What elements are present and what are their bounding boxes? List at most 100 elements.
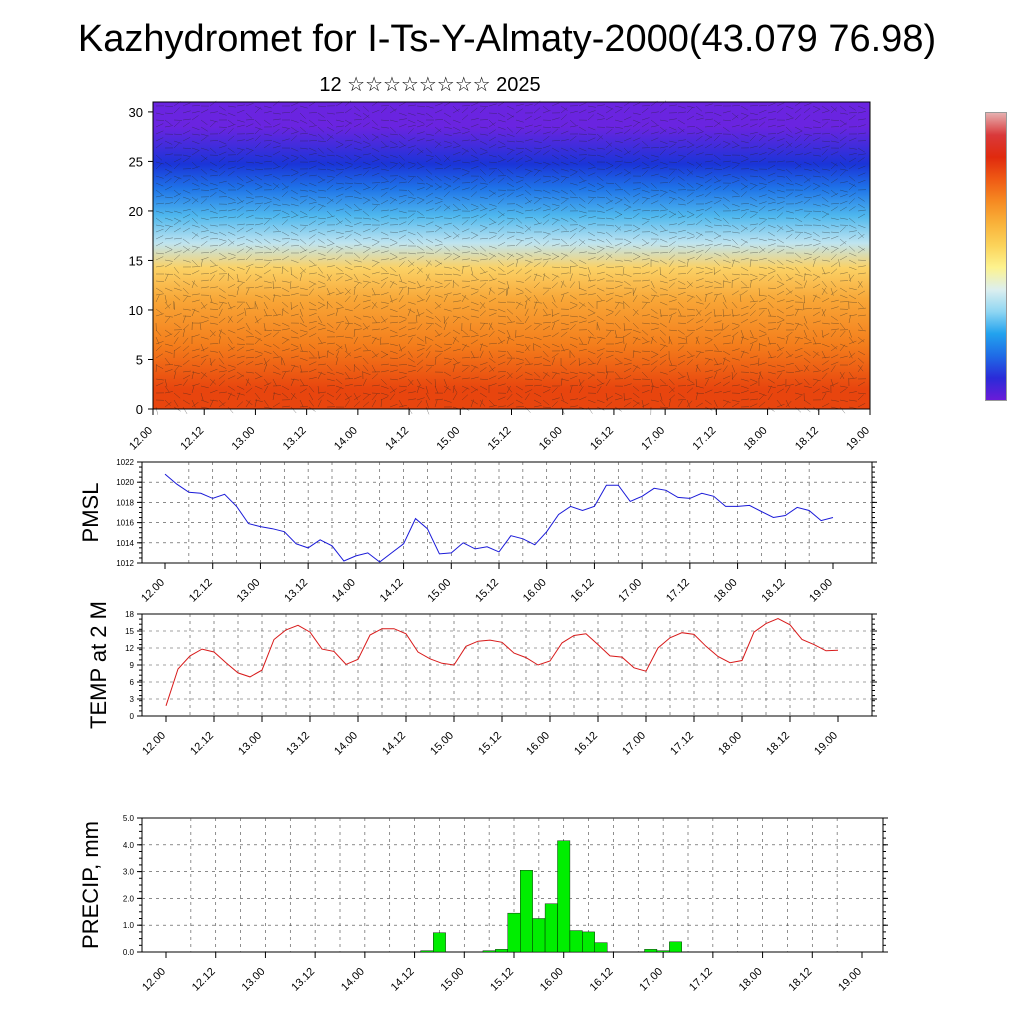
temp-x-tick-label: 17.00 bbox=[620, 730, 648, 758]
precip-bar bbox=[582, 931, 595, 953]
temp-y-tick-label: 9 bbox=[130, 661, 135, 670]
precip-bar bbox=[557, 840, 571, 953]
precip-bar bbox=[520, 870, 533, 953]
pmsl-x-tick-label: 17.12 bbox=[664, 577, 692, 605]
pmsl-x-tick-label: 18.12 bbox=[759, 577, 787, 605]
precip-x-tick-label: 16.00 bbox=[538, 966, 566, 994]
precip-bar bbox=[507, 912, 521, 953]
heatmap-y-tick-label: 20 bbox=[129, 204, 143, 219]
heatmap-x-tick-label: 17.00 bbox=[639, 425, 667, 453]
temp-x-tick-label: 13.12 bbox=[284, 730, 312, 758]
temp-y-tick-label: 15 bbox=[125, 627, 134, 636]
pmsl-x-tick-label: 14.12 bbox=[378, 577, 406, 605]
heatmap-y-tick-label: 15 bbox=[129, 253, 143, 268]
precip-y-tick-label: 0.0 bbox=[123, 948, 135, 957]
precip-y-tick-label: 5.0 bbox=[123, 814, 135, 823]
precip-x-tick-label: 15.00 bbox=[438, 966, 466, 994]
heatmap-x-tick-label: 16.12 bbox=[588, 425, 616, 453]
pmsl-y-tick-label: 1022 bbox=[116, 458, 134, 467]
pmsl-series-line bbox=[164, 473, 834, 563]
temp-x-tick-label: 12.12 bbox=[188, 730, 216, 758]
precip-bar bbox=[420, 950, 434, 953]
pmsl-x-tick-label: 12.12 bbox=[187, 577, 215, 605]
temp-x-tick-label: 13.00 bbox=[236, 730, 264, 758]
pmsl-x-tick-label: 14.00 bbox=[330, 577, 358, 605]
temp-x-tick-label: 12.00 bbox=[140, 730, 168, 758]
temp-x-tick-label: 18.00 bbox=[716, 730, 744, 758]
precip-bar bbox=[594, 942, 608, 953]
precip-x-tick-label: 14.00 bbox=[339, 966, 367, 994]
precip-x-tick-label: 18.12 bbox=[786, 966, 814, 994]
temp-y-tick-label: 18 bbox=[125, 610, 134, 619]
pmsl-y-tick-label: 1018 bbox=[116, 498, 134, 507]
pmsl-y-tick-label: 1016 bbox=[116, 519, 134, 528]
precip-x-tick-label: 13.12 bbox=[289, 966, 317, 994]
heatmap-x-tick-label: 15.12 bbox=[486, 425, 514, 453]
heatmap-y-tick-label: 25 bbox=[129, 154, 143, 169]
temp-series-line bbox=[165, 617, 839, 706]
temp-x-tick-label: 15.00 bbox=[428, 730, 456, 758]
precip-bar bbox=[669, 941, 682, 953]
precip-bar bbox=[644, 949, 658, 953]
temp-y-tick-label: 3 bbox=[130, 695, 135, 704]
precip-x-tick-label: 17.00 bbox=[637, 966, 665, 994]
heatmap-x-tick-label: 17.12 bbox=[691, 425, 719, 453]
pmsl-y-tick-label: 1020 bbox=[116, 478, 134, 487]
temp-x-tick-label: 16.12 bbox=[572, 730, 600, 758]
precip-bar bbox=[495, 949, 508, 953]
precip-bar bbox=[532, 918, 546, 953]
temp-y-tick-label: 12 bbox=[125, 644, 134, 653]
wind-barb-field bbox=[155, 100, 867, 416]
precip-x-tick-label: 17.12 bbox=[687, 966, 715, 994]
heatmap-x-tick-label: 14.00 bbox=[332, 425, 360, 453]
temp-x-tick-label: 17.12 bbox=[668, 730, 696, 758]
pmsl-x-tick-label: 13.00 bbox=[235, 577, 263, 605]
precip-y-axis-label: PRECIP, mm bbox=[78, 821, 103, 949]
heatmap-y-tick-label: 10 bbox=[129, 303, 143, 318]
heatmap-x-tick-label: 18.12 bbox=[793, 425, 821, 453]
temp-grid bbox=[142, 614, 872, 716]
temp-y-axis-label: TEMP at 2 M bbox=[86, 601, 111, 729]
pmsl-grid bbox=[142, 462, 872, 563]
color-scale-bar bbox=[985, 112, 1007, 401]
heatmap-x-tick-label: 15.00 bbox=[434, 425, 462, 453]
pmsl-y-tick-label: 1014 bbox=[116, 539, 134, 548]
precip-bar bbox=[569, 930, 583, 953]
pmsl-x-tick-label: 18.00 bbox=[712, 577, 740, 605]
heatmap-x-tick-label: 12.12 bbox=[178, 425, 206, 453]
heatmap-y-tick-label: 30 bbox=[129, 105, 143, 120]
temp-x-tick-label: 16.00 bbox=[524, 730, 552, 758]
precip-x-tick-label: 14.12 bbox=[389, 966, 417, 994]
pmsl-x-tick-label: 17.00 bbox=[616, 577, 644, 605]
precip-x-tick-label: 12.12 bbox=[190, 966, 218, 994]
pmsl-x-tick-label: 19.00 bbox=[807, 577, 835, 605]
pmsl-y-tick-label: 1012 bbox=[116, 559, 134, 568]
precip-bar bbox=[482, 950, 496, 953]
temp-y-tick-label: 6 bbox=[130, 678, 135, 687]
temp-y-tick-label: 0 bbox=[130, 712, 135, 721]
heatmap-x-tick-label: 14.12 bbox=[383, 425, 411, 453]
precip-x-tick-label: 16.12 bbox=[588, 966, 616, 994]
heatmap-y-tick-label: 5 bbox=[136, 352, 143, 367]
temp-x-tick-label: 14.12 bbox=[380, 730, 408, 758]
temp-x-tick-label: 14.00 bbox=[332, 730, 360, 758]
heatmap-y-tick-label: 0 bbox=[136, 402, 143, 417]
precip-bar bbox=[433, 932, 446, 953]
precip-y-tick-label: 2.0 bbox=[123, 894, 135, 903]
precip-y-tick-label: 1.0 bbox=[123, 921, 135, 930]
pmsl-x-tick-label: 16.00 bbox=[521, 577, 549, 605]
precip-grid bbox=[142, 818, 883, 952]
precip-y-tick-label: 4.0 bbox=[123, 841, 135, 850]
pmsl-x-tick-label: 12.00 bbox=[139, 577, 167, 605]
heatmap-x-tick-label: 18.00 bbox=[742, 425, 770, 453]
pmsl-x-tick-label: 13.12 bbox=[282, 577, 310, 605]
pmsl-x-tick-label: 15.00 bbox=[425, 577, 453, 605]
precip-x-tick-label: 12.00 bbox=[140, 966, 168, 994]
precip-x-tick-label: 15.12 bbox=[488, 966, 516, 994]
precip-x-tick-label: 13.00 bbox=[240, 966, 268, 994]
chart-title: Kazhydromet for I-Ts-Y-Almaty-2000(43.07… bbox=[77, 18, 937, 60]
precip-x-tick-label: 19.00 bbox=[836, 966, 864, 994]
precip-x-tick-label: 18.00 bbox=[737, 966, 765, 994]
heatmap-x-tick-label: 13.00 bbox=[230, 425, 258, 453]
